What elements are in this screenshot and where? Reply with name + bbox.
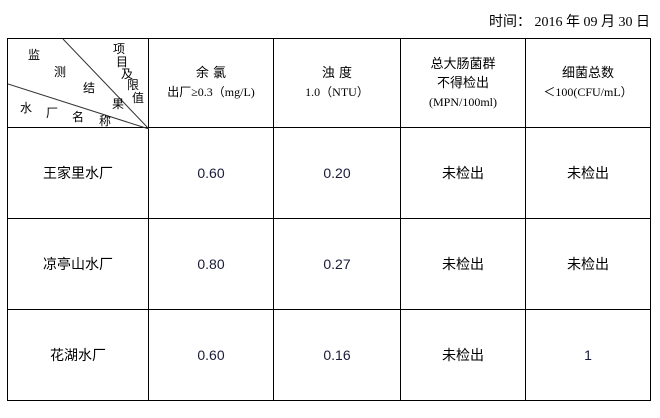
cell-value: 1	[525, 309, 651, 401]
header-line: 出厂≥0.3（mg/L)	[167, 85, 255, 99]
corner-text: 结	[83, 81, 96, 95]
corner-text: 项	[113, 42, 126, 56]
plant-name: 凉亭山水厂	[7, 218, 149, 310]
cell-value: 0.16	[273, 309, 401, 401]
corner-text: 果	[112, 97, 125, 111]
cell-value: 0.20	[273, 127, 401, 219]
corner-text: 称	[99, 114, 112, 128]
header-residual-chlorine: 余 氯出厂≥0.3（mg/L)	[148, 38, 274, 128]
plant-name: 王家里水厂	[7, 127, 149, 219]
header-line: 浊 度	[321, 66, 353, 81]
table-row: 花湖水厂 0.60 0.16 未检出 1	[7, 309, 651, 401]
corner-text: 目	[116, 55, 129, 69]
header-line: 不得检出	[436, 75, 489, 91]
plant-name: 花湖水厂	[7, 309, 149, 401]
corner-text: 名	[72, 110, 85, 124]
cell-value: 0.80	[148, 218, 274, 310]
cell-value: 未检出	[400, 309, 526, 401]
table-row: 王家里水厂 0.60 0.20 未检出 未检出	[7, 127, 651, 219]
corner-text: 测	[54, 65, 67, 79]
header-line: (MPN/100ml)	[428, 94, 497, 109]
header-line: ＜100(CFU/mL）	[543, 85, 633, 99]
cell-value: 未检出	[400, 218, 526, 310]
corner-text: 及	[121, 67, 134, 81]
header-row: 监 测 结 果 项 目 及 限 值 水 厂 名 称 余 氯出厂≥0.3（mg/L…	[7, 38, 651, 129]
header-bacteria-count: 细菌总数 ＜100(CFU/mL）	[525, 38, 651, 128]
corner-text: 监	[28, 48, 41, 62]
cell-value: 未检出	[525, 218, 651, 310]
header-line: 细菌总数	[561, 66, 614, 81]
corner-text: 值	[132, 91, 145, 105]
cell-value: 未检出	[400, 127, 526, 219]
water-quality-table: 监 测 结 果 项 目 及 限 值 水 厂 名 称 余 氯出厂≥0.3（mg/L…	[7, 38, 651, 401]
cell-value: 0.27	[273, 218, 401, 310]
header-line: 1.0（NTU）	[305, 85, 369, 99]
cell-value: 0.60	[148, 309, 274, 401]
cell-value: 0.60	[148, 127, 274, 219]
cell-value: 未检出	[525, 127, 651, 219]
report-date: 时间： 2016 年 09 月 30 日	[489, 15, 650, 30]
corner-header-cell: 监 测 结 果 项 目 及 限 值 水 厂 名 称	[7, 38, 149, 129]
corner-text: 厂	[46, 106, 59, 120]
header-line: 总大肠菌群	[430, 56, 496, 72]
header-coliform: 总大肠菌群不得检出 (MPN/100ml)	[400, 38, 526, 128]
header-line: 余 氯	[195, 66, 227, 81]
header-turbidity: 浊 度 1.0（NTU）	[273, 38, 401, 128]
corner-text: 水	[20, 101, 33, 115]
table-row: 凉亭山水厂 0.80 0.27 未检出 未检出	[7, 218, 651, 310]
corner-text: 限	[127, 78, 140, 92]
diagonal-lines	[8, 39, 149, 129]
